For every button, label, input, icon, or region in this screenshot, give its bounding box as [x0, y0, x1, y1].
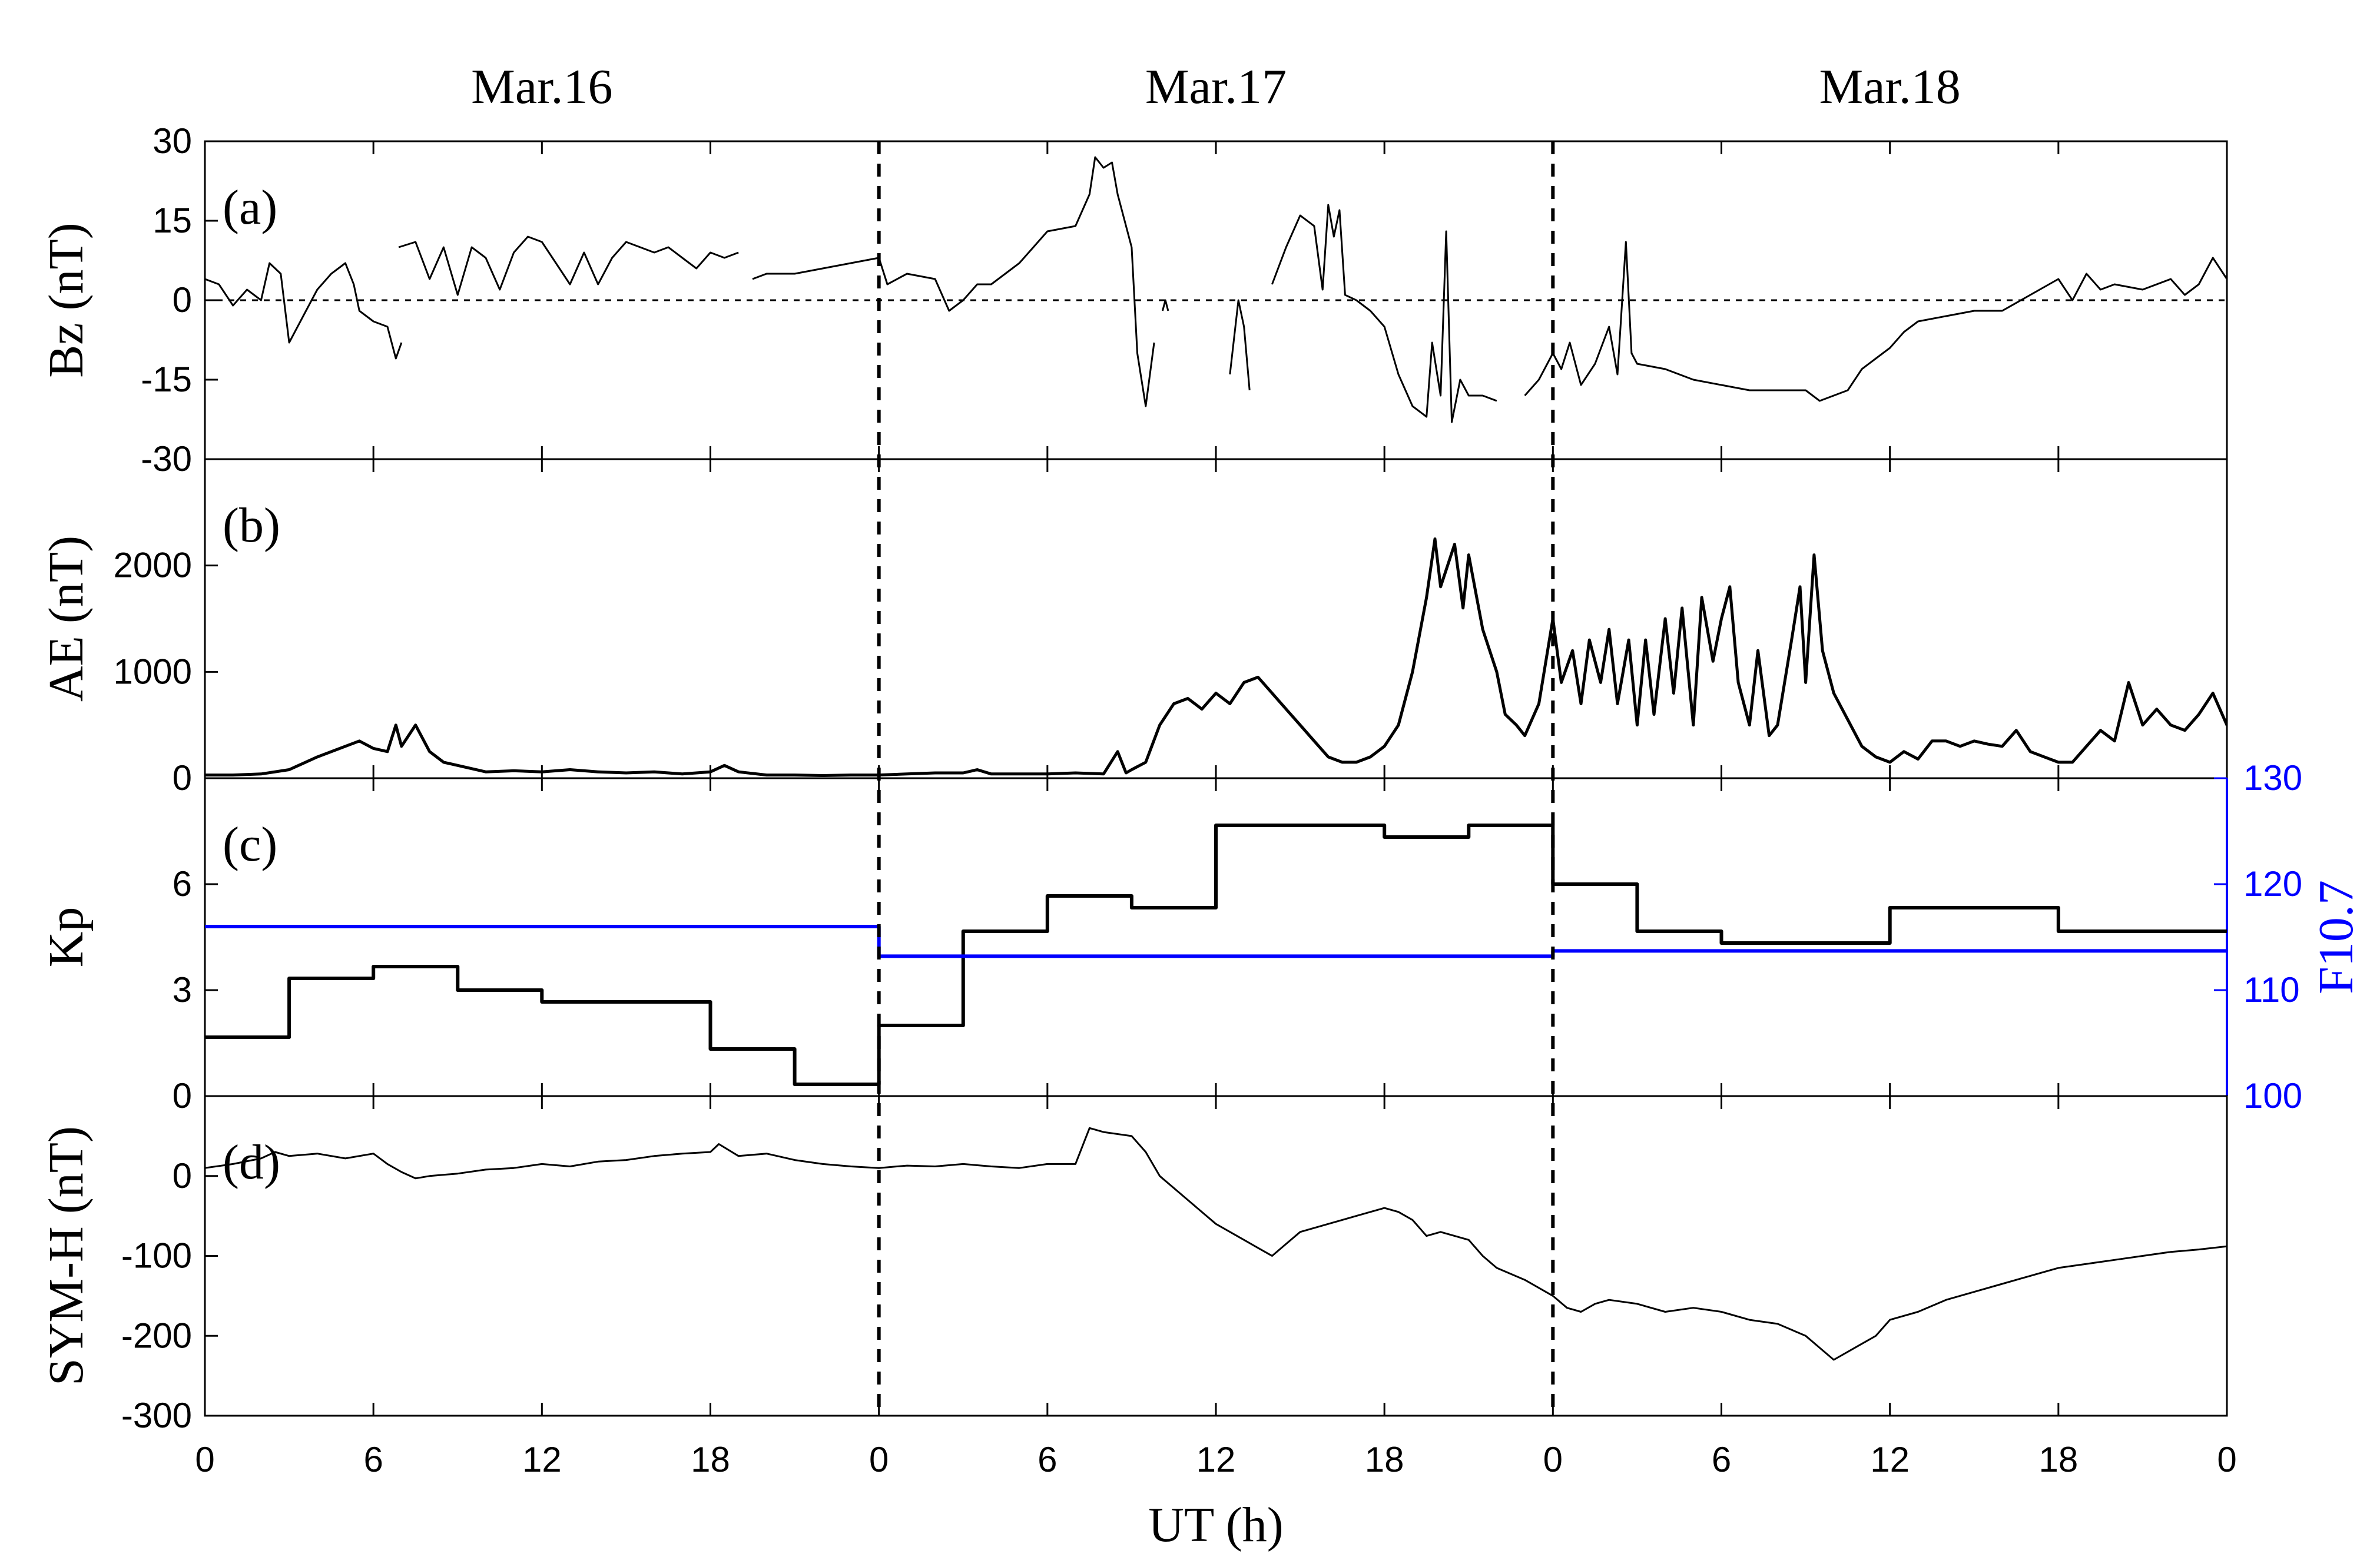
- day-label-3: Mar.18: [1819, 59, 1961, 114]
- y-tick-label: -100: [121, 1236, 192, 1276]
- x-tick-label: 6: [1037, 1440, 1057, 1479]
- panel-d: 0 -100 -200 -300 SYM-H (nT) (d): [39, 1095, 2228, 1435]
- day-label-2: Mar.17: [1145, 59, 1287, 114]
- y-tick-label: 3: [173, 970, 192, 1010]
- panel-a: 30 15 0 -15 -30 Bz (nT) (a): [39, 121, 2228, 479]
- x-tick-label: 18: [691, 1440, 730, 1479]
- y-tick-label: -15: [141, 360, 192, 399]
- x-tick-label: 18: [1365, 1440, 1404, 1479]
- series-line-1: [205, 537, 2227, 777]
- y-axis-label: Bz (nT): [39, 223, 94, 378]
- day-labels: Mar.16 Mar.17 Mar.18: [471, 59, 1961, 114]
- y-tick-label: 15: [153, 201, 192, 240]
- x-tick-label: 12: [1870, 1440, 1910, 1479]
- y-tick-label: -30: [141, 439, 192, 479]
- x-axis: 0 6 12 18 0 6 12 18 0 6 12 18 0 UT (h): [195, 1440, 2236, 1552]
- y-tick-label: 0: [173, 758, 192, 798]
- y2-tick-label: 130: [2243, 758, 2302, 798]
- y2-axis-label: F10.7: [2309, 880, 2364, 994]
- y-tick-label: 2000: [114, 546, 192, 585]
- day-label-1: Mar.16: [471, 59, 612, 114]
- y2-tick-label: 120: [2243, 864, 2302, 904]
- x-tick-label: 18: [2038, 1440, 2078, 1479]
- y-tick-label: 0: [173, 1076, 192, 1116]
- x-tick-label: 12: [522, 1440, 562, 1479]
- x-tick-label: 0: [195, 1440, 214, 1479]
- panel-c: 6 3 0 Kp (c) 130 120 110 100 F10.7: [39, 758, 2364, 1116]
- panel-b: 2000 1000 0 AE (nT) (b): [39, 458, 2228, 798]
- y-axis-label: SYM-H (nT): [39, 1126, 94, 1386]
- y2-tick-label: 110: [2243, 970, 2300, 1010]
- y-tick-label: 6: [173, 864, 192, 904]
- panel-label: (b): [223, 498, 280, 553]
- y-tick-label: 1000: [114, 652, 192, 691]
- y-tick-label: -200: [121, 1316, 192, 1355]
- x-tick-label: 0: [2217, 1440, 2236, 1479]
- x-axis-label: UT (h): [1148, 1498, 1283, 1552]
- panel-label: (d): [223, 1135, 280, 1190]
- series-line-1: [205, 824, 2227, 1086]
- series-line-1: [205, 1127, 2227, 1361]
- x-tick-label: 6: [1712, 1440, 1731, 1479]
- day-boundaries: [877, 141, 1555, 1416]
- x-tick-label: 6: [363, 1440, 383, 1479]
- x-tick-label: 0: [869, 1440, 889, 1479]
- y2-tick-label: 100: [2243, 1076, 2302, 1116]
- y-axis-label: Kp: [39, 907, 94, 968]
- series-line-2: [205, 925, 2227, 958]
- y-tick-label: -300: [121, 1396, 192, 1435]
- y-tick-label: 0: [173, 280, 192, 320]
- x-tick-label: 12: [1196, 1440, 1236, 1479]
- series-line-1: [205, 156, 2227, 423]
- panel-label: (a): [223, 180, 277, 235]
- y-tick-label: 30: [153, 121, 192, 161]
- panel-label: (c): [223, 817, 277, 872]
- x-tick-label: 0: [1543, 1440, 1563, 1479]
- y-tick-label: 0: [173, 1156, 192, 1196]
- y-axis-label: AE (nT): [39, 536, 94, 702]
